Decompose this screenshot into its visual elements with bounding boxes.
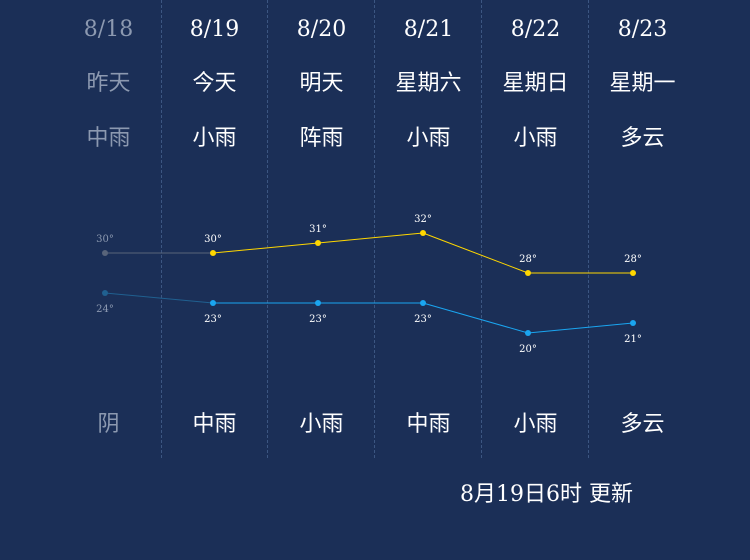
day-weekday: 星期六: [395, 71, 462, 96]
day-weather: 小雨: [406, 126, 451, 151]
day-weather: 多云: [620, 126, 665, 151]
column-divider: [481, 0, 482, 458]
day-weather: 阵雨: [299, 126, 344, 151]
day-weekday: 明天: [299, 71, 344, 96]
day-date: 8/21: [403, 17, 454, 42]
night-weather: 中雨: [406, 412, 451, 437]
night-weather: 小雨: [299, 412, 344, 437]
day-date: 8/18: [83, 17, 134, 42]
day-column: 8/22 星期日 小雨 小雨: [482, 0, 589, 458]
day-weekday: 星期一: [609, 71, 676, 96]
day-weather: 小雨: [513, 126, 558, 151]
night-weather: 多云: [620, 412, 665, 437]
night-weather: 中雨: [192, 412, 237, 437]
column-divider: [588, 0, 589, 458]
day-column: 8/21 星期六小雨中雨: [375, 0, 482, 458]
day-weekday: 星期日: [502, 71, 569, 96]
day-date: 8/22: [510, 17, 561, 42]
column-divider: [374, 0, 375, 458]
update-time: 8月19日6时 更新: [460, 482, 633, 507]
day-date: 8/19: [189, 17, 240, 42]
night-weather: 小雨: [513, 412, 558, 437]
day-date: 8/23: [617, 17, 668, 42]
day-column: 8/18 昨天中雨阴: [55, 0, 162, 458]
column-divider: [267, 0, 268, 458]
night-weather: 阴: [97, 412, 120, 437]
day-column: 8/23 星期一 多云 多云: [589, 0, 696, 458]
day-date: 8/20: [296, 17, 347, 42]
day-weather: 中雨: [86, 126, 131, 151]
day-column: 8/19 今天小雨中雨: [161, 0, 268, 458]
column-divider: [161, 0, 162, 458]
day-weekday: 今天: [192, 71, 237, 96]
day-column: 8/20 明天阵雨小雨: [268, 0, 375, 458]
day-weekday: 昨天: [86, 71, 131, 96]
day-weather: 小雨: [192, 126, 237, 151]
